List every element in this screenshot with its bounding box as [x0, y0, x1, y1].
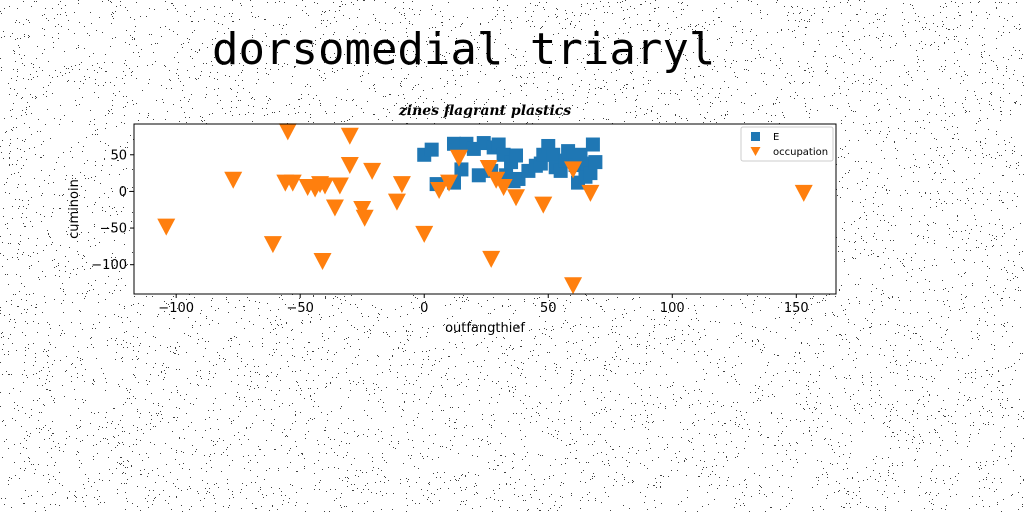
- x-tick-label: 50: [540, 301, 557, 316]
- data-point-triangle: [278, 123, 297, 141]
- data-point-triangle: [316, 177, 335, 195]
- data-point-triangle: [263, 236, 282, 254]
- x-tick-label: 150: [784, 301, 809, 316]
- y-tick-label: −100: [91, 258, 127, 273]
- y-axis: −100 −50 0 50: [91, 148, 134, 273]
- x-tick-label: 0: [420, 301, 428, 316]
- legend-marker-square: [751, 132, 760, 141]
- data-point-triangle: [355, 209, 374, 227]
- data-point-triangle: [564, 161, 583, 179]
- data-point-triangle: [330, 177, 349, 195]
- data-point-triangle: [581, 184, 600, 202]
- data-point-square: [446, 136, 461, 151]
- data-point-triangle: [340, 127, 359, 145]
- chart-title: zines flagrant plastics: [398, 103, 571, 119]
- data-point-square: [546, 147, 561, 162]
- data-point-triangle: [353, 201, 372, 218]
- data-point-triangle: [363, 162, 382, 180]
- data-point-triangle: [430, 181, 449, 199]
- data-point-triangle: [494, 179, 513, 197]
- data-markers: [157, 123, 813, 295]
- data-point-triangle: [794, 184, 813, 202]
- page-title: dorsomedial triaryl: [212, 24, 716, 75]
- legend-box: [740, 126, 834, 162]
- data-point-triangle: [340, 157, 359, 175]
- legend-label-occupation: occupation: [773, 147, 828, 158]
- x-tick-label: −100: [158, 301, 194, 316]
- y-tick-label: 0: [119, 185, 127, 200]
- data-point-triangle: [479, 159, 498, 177]
- plot-area-frame: [133, 123, 837, 295]
- x-tick-label: 100: [660, 301, 685, 316]
- data-point-square: [454, 162, 469, 177]
- data-point-triangle: [325, 199, 344, 217]
- data-point-triangle: [440, 174, 459, 192]
- y-axis-label: cuminoin: [67, 179, 82, 239]
- legend-label-e: E: [773, 132, 779, 143]
- y-tick-label: −50: [100, 222, 127, 237]
- data-point-square: [588, 155, 603, 170]
- plot-area-background: [134, 124, 836, 294]
- x-axis: −100 −50 0 50 100 150: [158, 294, 809, 316]
- data-point-triangle: [392, 176, 411, 194]
- data-point-triangle: [564, 277, 583, 295]
- data-point-square: [585, 137, 600, 152]
- data-point-triangle: [415, 225, 434, 243]
- data-point-triangle: [157, 218, 176, 236]
- data-point-triangle: [507, 189, 526, 207]
- data-point-triangle: [449, 149, 468, 167]
- data-point-triangle: [534, 196, 553, 214]
- x-axis-label: outfangthief: [445, 321, 525, 336]
- y-tick-label: 50: [110, 148, 127, 163]
- data-point-triangle: [283, 174, 302, 192]
- data-point-square: [583, 166, 598, 181]
- data-point-triangle: [224, 171, 243, 189]
- data-point-triangle: [313, 253, 332, 271]
- legend-marker-triangle: [750, 147, 761, 156]
- data-point-square: [471, 168, 486, 183]
- x-tick-label: −50: [286, 301, 313, 316]
- data-point-triangle: [387, 193, 406, 211]
- data-point-square: [424, 142, 439, 157]
- data-point-square: [509, 148, 524, 163]
- data-point-triangle: [482, 250, 501, 268]
- legend: E occupation: [740, 126, 834, 162]
